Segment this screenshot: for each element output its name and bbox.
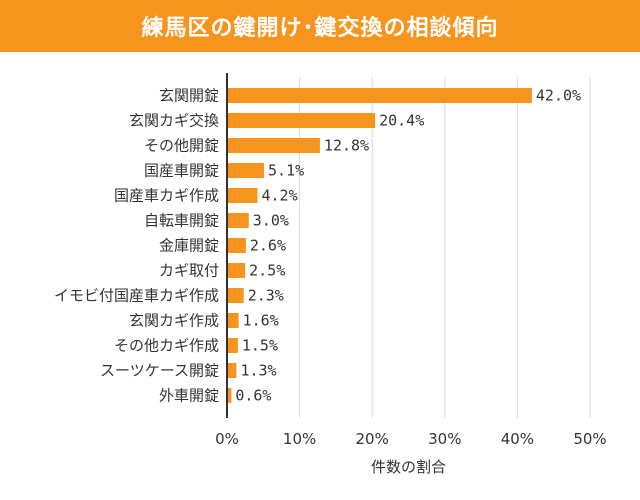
value-label: 12.8% [324, 137, 369, 155]
bar [227, 238, 246, 253]
value-label: 1.6% [243, 312, 279, 330]
category-labels: 玄関開錠玄関カギ交換その他開錠国産車開錠国産車カギ作成自転車開錠金庫開錠カギ取付… [54, 87, 219, 405]
category-label: 金庫開錠 [159, 237, 219, 255]
gridlines [299, 77, 591, 418]
value-labels: 42.0% 20.4% 12.8% 5.1% 4.2% 3.0% 2.6% 2.5% 2.3% 1… [235, 87, 581, 405]
value-label: 1.3% [240, 362, 276, 380]
value-label: 2.5% [249, 262, 285, 280]
category-label: 玄関カギ交換 [129, 112, 219, 130]
category-label: 国産車開錠 [144, 162, 219, 180]
bar [227, 88, 532, 103]
category-label: カギ取付 [159, 262, 219, 280]
value-label: 1.5% [242, 337, 278, 355]
chart-title-bar: 練馬区の鍵開け･鍵交換の相談傾向 [0, 0, 640, 52]
category-label: 玄関カギ作成 [129, 312, 219, 330]
x-tick-label: 10% [283, 430, 316, 448]
value-label: 0.6% [235, 387, 271, 405]
x-tick-labels: 0% 10% 20% 30% 40% 50% [215, 430, 607, 448]
category-label: 玄関開錠 [159, 87, 219, 105]
value-label: 2.3% [248, 287, 284, 305]
x-axis-title: 件数の割合 [371, 458, 446, 476]
bar [227, 213, 249, 228]
x-tick-label: 50% [573, 430, 606, 448]
bar [227, 388, 232, 403]
chart-title: 練馬区の鍵開け･鍵交換の相談傾向 [141, 16, 499, 41]
value-label: 3.0% [253, 212, 289, 230]
x-tick-label: 0% [215, 430, 239, 448]
bar [227, 263, 246, 278]
category-label: 自転車開錠 [144, 212, 219, 230]
bar [227, 338, 238, 353]
value-label: 42.0% [536, 87, 581, 105]
bar [227, 188, 258, 203]
bar [227, 288, 244, 303]
bar [227, 313, 239, 328]
value-label: 5.1% [268, 162, 304, 180]
bar [227, 163, 265, 178]
x-tick-label: 20% [356, 430, 389, 448]
category-label: イモビ付国産車カギ作成 [54, 287, 219, 305]
value-label: 4.2% [261, 187, 297, 205]
value-label: 2.6% [250, 237, 286, 255]
bar [227, 363, 237, 378]
x-tick-label: 40% [501, 430, 534, 448]
category-label: 国産車カギ作成 [114, 187, 219, 205]
category-label: 外車開錠 [159, 387, 219, 405]
x-tick-label: 30% [428, 430, 461, 448]
category-label: スーツケース開錠 [100, 362, 219, 380]
category-label: その他カギ作成 [114, 337, 219, 355]
category-label: その他開錠 [144, 137, 219, 155]
bar [227, 113, 376, 128]
bar [227, 138, 320, 153]
bars [227, 88, 532, 403]
value-label: 20.4% [379, 112, 424, 130]
